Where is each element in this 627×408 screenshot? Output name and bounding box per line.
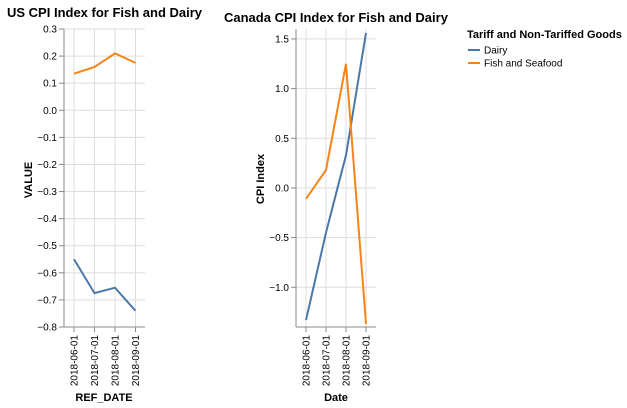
x-tick-label: 2018-08-01 bbox=[342, 335, 353, 387]
y-tick-label: −0.2 bbox=[37, 160, 57, 171]
legend: Tariff and Non-Tariffed Goods Dairy Fish … bbox=[467, 29, 622, 70]
y-tick-label: −0.5 bbox=[37, 241, 57, 252]
x-tick-label: 2018-09-01 bbox=[362, 335, 373, 387]
y-tick-label: −0.5 bbox=[269, 233, 289, 244]
x-tick-label: 2018-06-01 bbox=[70, 335, 81, 387]
y-tick-label: −0.4 bbox=[37, 214, 57, 225]
x-tick-label: 2018-07-01 bbox=[322, 335, 333, 387]
canada-series bbox=[305, 32, 367, 325]
us-y-axis: 0.3 0.2 0.1 0.0 −0.1 −0.2 −0.3 −0.4 −0.5 −0.6 −0.7… bbox=[37, 25, 65, 334]
us-chart: US CPI Index for Fish and Dairy 0.30.20.… bbox=[7, 5, 203, 404]
y-tick-label: 0.0 bbox=[275, 183, 289, 194]
canada-x-axis-title: Date bbox=[324, 392, 348, 404]
y-tick-label: −1.0 bbox=[269, 283, 289, 294]
series-line-fish-and-seafood bbox=[305, 63, 367, 325]
y-tick-label: 0.3 bbox=[43, 25, 57, 36]
canada-grid-lines bbox=[296, 29, 376, 327]
us-chart-title: US CPI Index for Fish and Dairy bbox=[7, 5, 203, 20]
series-line-dairy bbox=[305, 32, 367, 321]
us-y-axis-title: VALUE bbox=[23, 162, 35, 198]
y-tick-label: 1.5 bbox=[275, 34, 289, 45]
y-tick-label: −0.8 bbox=[37, 323, 57, 334]
us-series bbox=[73, 52, 137, 312]
legend-title: Tariff and Non-Tariffed Goods bbox=[467, 29, 622, 41]
y-tick-label: −0.6 bbox=[37, 268, 57, 279]
canada-y-axis: 1.5 1.0 0.5 0.0 −0.5 −1.0 bbox=[269, 29, 297, 327]
y-tick-label: 0.2 bbox=[43, 52, 57, 63]
canada-x-axis: 2018-06-01 2018-07-01 2018-08-01 2018-09-01 bbox=[296, 326, 376, 387]
canada-chart-title: Canada CPI Index for Fish and Dairy bbox=[224, 10, 449, 25]
x-tick-label: 2018-06-01 bbox=[302, 335, 313, 387]
y-tick-label: 1.0 bbox=[275, 84, 289, 95]
us-x-axis: 2018-06-01 2018-07-01 2018-08-01 2018-09-01 bbox=[64, 326, 145, 387]
x-tick-label: 2018-09-01 bbox=[131, 335, 142, 387]
y-tick-label: 0.0 bbox=[43, 106, 57, 117]
series-line-0 bbox=[73, 258, 137, 312]
y-tick-label: −0.7 bbox=[37, 295, 57, 306]
us-x-axis-title: REF_DATE bbox=[75, 392, 132, 404]
x-tick-label: 2018-08-01 bbox=[111, 335, 122, 387]
legend-label-fish-and-seafood: Fish and Seafood bbox=[484, 59, 562, 70]
y-tick-label: −0.3 bbox=[37, 187, 57, 198]
y-tick-label: 0.1 bbox=[43, 79, 57, 90]
y-tick-label: 0.5 bbox=[275, 134, 289, 145]
canada-y-axis-title: CPI Index bbox=[255, 153, 267, 204]
legend-label-dairy: Dairy bbox=[484, 46, 507, 57]
series-line-1 bbox=[73, 52, 136, 75]
y-tick-label: −0.1 bbox=[37, 133, 57, 144]
canada-chart: Canada CPI Index for Fish and Dairy 1.51… bbox=[224, 10, 449, 404]
x-tick-label: 2018-07-01 bbox=[90, 335, 101, 387]
